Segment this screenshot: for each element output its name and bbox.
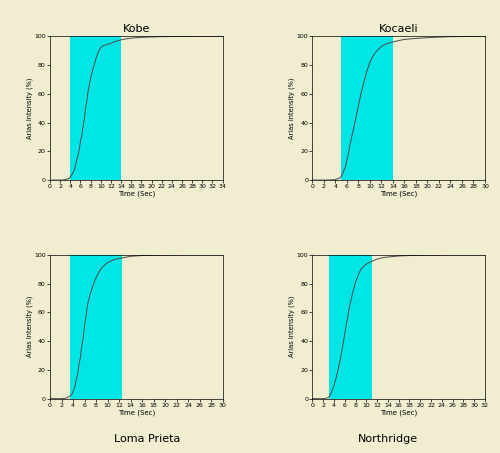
X-axis label: Time (Sec): Time (Sec)	[118, 191, 155, 197]
Y-axis label: Arias Intensity (%): Arias Intensity (%)	[288, 296, 295, 357]
Bar	[328, 255, 372, 399]
Bar	[70, 255, 122, 399]
Y-axis label: Arias Intensity (%): Arias Intensity (%)	[26, 296, 33, 357]
Bar	[70, 36, 121, 180]
Y-axis label: Arias Intensity (%): Arias Intensity (%)	[288, 77, 295, 139]
X-axis label: Time (Sec): Time (Sec)	[380, 409, 418, 416]
Y-axis label: Arias Intensity (%): Arias Intensity (%)	[26, 77, 33, 139]
Title: Kobe: Kobe	[122, 24, 150, 34]
Bar	[341, 36, 393, 180]
Text: Loma Prieta: Loma Prieta	[114, 434, 180, 443]
X-axis label: Time (Sec): Time (Sec)	[118, 409, 155, 416]
Title: Kocaeli: Kocaeli	[379, 24, 418, 34]
X-axis label: Time (Sec): Time (Sec)	[380, 191, 418, 197]
Text: Northridge: Northridge	[358, 434, 418, 443]
